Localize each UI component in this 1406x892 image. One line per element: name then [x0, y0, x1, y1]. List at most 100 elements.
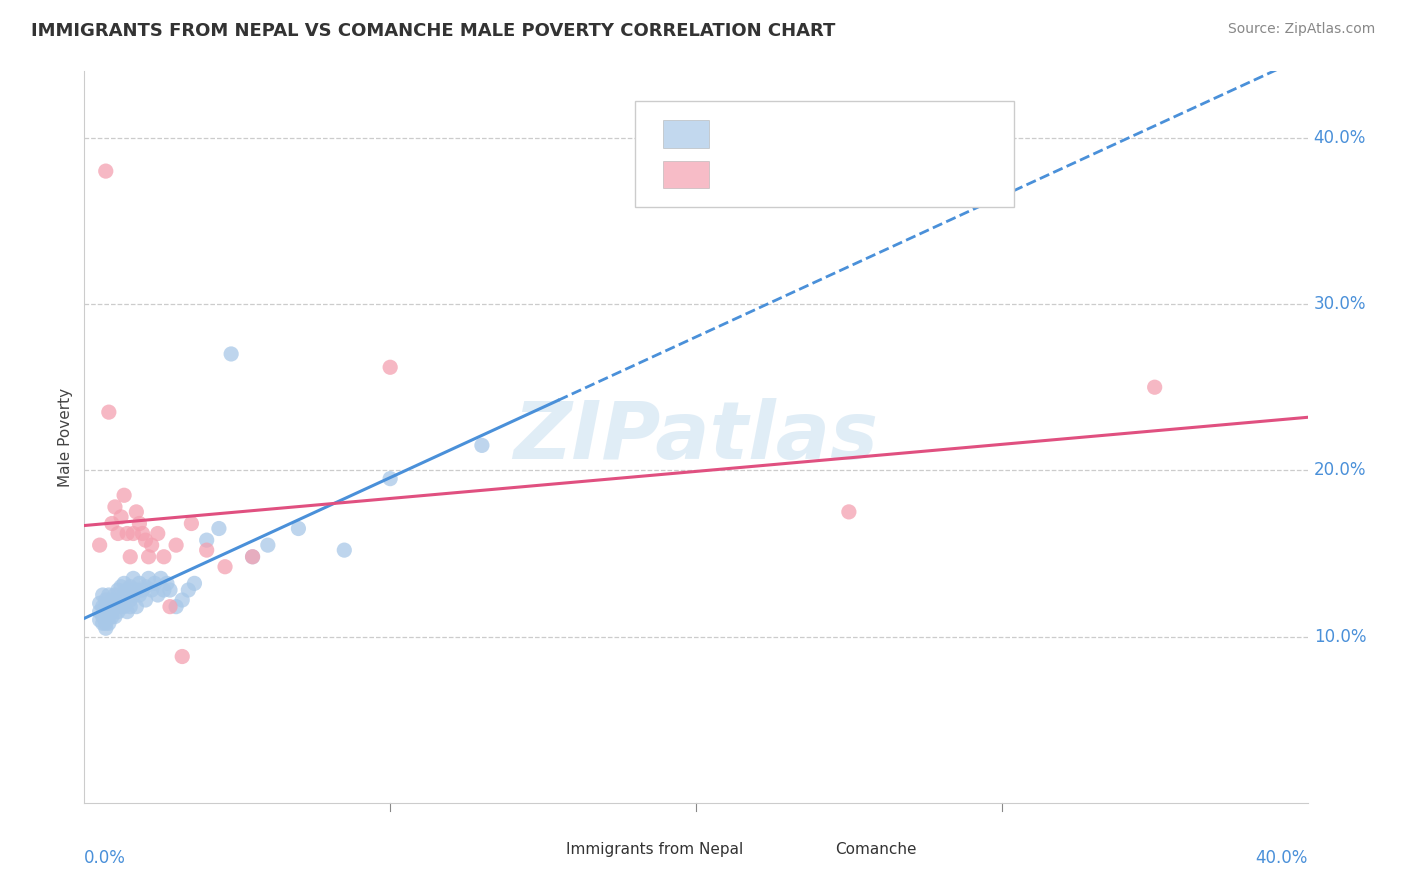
Point: [333, 543, 356, 558]
Point: [135, 580, 157, 594]
Point: [97, 405, 120, 419]
Point: [107, 582, 129, 597]
Point: [195, 533, 218, 548]
Point: [115, 582, 138, 597]
Point: [257, 538, 280, 552]
Point: [138, 571, 160, 585]
Point: [101, 609, 124, 624]
Point: [141, 538, 163, 552]
Point: [104, 500, 127, 514]
Y-axis label: Male Poverty: Male Poverty: [58, 387, 73, 487]
Point: [159, 599, 181, 614]
Text: 10.0%: 10.0%: [1313, 628, 1367, 646]
Point: [91, 588, 114, 602]
Point: [94, 613, 117, 627]
Point: [159, 582, 181, 597]
Text: N = 69: N = 69: [853, 125, 921, 144]
Bar: [794, 844, 821, 855]
Point: [115, 526, 138, 541]
Point: [101, 516, 124, 531]
Text: Source: ZipAtlas.com: Source: ZipAtlas.com: [1227, 22, 1375, 37]
Point: [122, 588, 145, 602]
Point: [153, 582, 176, 597]
Point: [89, 596, 111, 610]
Point: [125, 505, 148, 519]
Point: [91, 616, 114, 631]
Point: [94, 164, 117, 178]
Point: [471, 438, 494, 452]
Point: [104, 599, 127, 614]
Point: [131, 526, 153, 541]
Point: [177, 582, 200, 597]
Point: [128, 588, 150, 602]
Point: [97, 605, 120, 619]
Point: [156, 576, 179, 591]
Point: [120, 549, 142, 564]
Point: [101, 605, 124, 619]
Point: [172, 649, 194, 664]
Point: [287, 521, 309, 535]
Point: [104, 609, 127, 624]
Text: 30.0%: 30.0%: [1313, 295, 1367, 313]
Point: [122, 571, 145, 585]
FancyBboxPatch shape: [636, 101, 1014, 207]
Point: [112, 576, 135, 591]
Point: [165, 538, 187, 552]
Point: [89, 613, 111, 627]
Point: [94, 616, 117, 631]
Point: [125, 582, 148, 597]
Text: 20.0%: 20.0%: [1313, 461, 1367, 479]
Point: [128, 576, 150, 591]
Point: [138, 549, 160, 564]
Point: [149, 571, 172, 585]
Point: [91, 609, 114, 624]
Point: [131, 582, 153, 597]
Point: [104, 588, 127, 602]
Point: [219, 347, 242, 361]
Text: ZIPatlas: ZIPatlas: [513, 398, 879, 476]
Point: [112, 488, 135, 502]
Point: [97, 596, 120, 610]
Text: N = 29: N = 29: [853, 166, 921, 184]
Point: [94, 599, 117, 614]
Point: [135, 533, 157, 548]
Point: [128, 516, 150, 531]
Point: [97, 616, 120, 631]
Point: [107, 526, 129, 541]
Point: [91, 599, 114, 614]
Point: [214, 559, 236, 574]
Text: Comanche: Comanche: [835, 842, 917, 857]
Point: [1143, 380, 1166, 394]
Point: [89, 605, 111, 619]
Point: [97, 609, 120, 624]
Point: [101, 599, 124, 614]
Text: R = 0.184: R = 0.184: [731, 166, 830, 184]
Point: [120, 580, 142, 594]
Bar: [664, 161, 710, 188]
Point: [838, 505, 860, 519]
Point: [94, 621, 117, 635]
Point: [242, 549, 264, 564]
Point: [122, 526, 145, 541]
Text: IMMIGRANTS FROM NEPAL VS COMANCHE MALE POVERTY CORRELATION CHART: IMMIGRANTS FROM NEPAL VS COMANCHE MALE P…: [31, 22, 835, 40]
Point: [101, 593, 124, 607]
Bar: [524, 844, 551, 855]
Point: [110, 599, 132, 614]
Text: Immigrants from Nepal: Immigrants from Nepal: [567, 842, 744, 857]
Point: [208, 521, 231, 535]
Text: R = 0.146: R = 0.146: [731, 125, 830, 144]
Point: [120, 599, 142, 614]
Point: [110, 593, 132, 607]
Point: [153, 549, 176, 564]
Point: [380, 472, 402, 486]
Point: [135, 593, 157, 607]
Point: [89, 538, 111, 552]
Point: [380, 360, 402, 375]
Text: 40.0%: 40.0%: [1256, 849, 1308, 867]
Point: [143, 576, 166, 591]
Point: [172, 593, 194, 607]
Point: [110, 580, 132, 594]
Point: [242, 549, 264, 564]
Point: [115, 605, 138, 619]
Text: 0.0%: 0.0%: [84, 849, 127, 867]
